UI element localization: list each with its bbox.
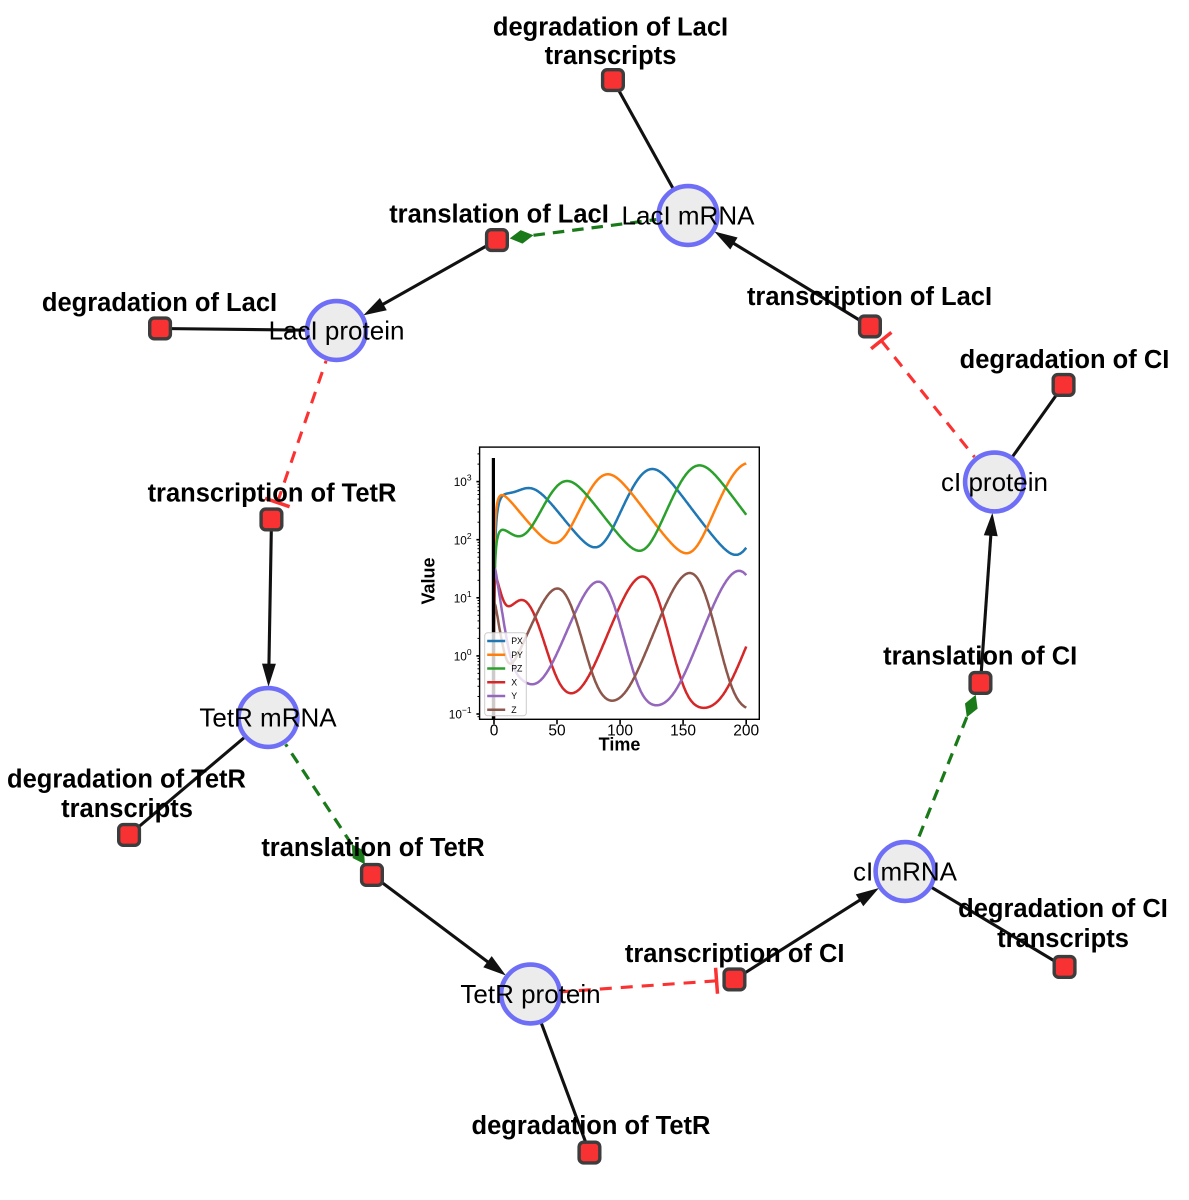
svg-text:transcription of TetR: transcription of TetR (148, 479, 397, 507)
svg-text:transcription of CI: transcription of CI (625, 940, 845, 968)
svg-text:translation of CI: translation of CI (883, 643, 1077, 671)
svg-text:0: 0 (490, 723, 499, 740)
svg-text:translation of TetR: translation of TetR (261, 834, 484, 862)
svg-text:degradation of TetR: degradation of TetR (472, 1112, 711, 1140)
svg-text:Time: Time (599, 735, 641, 755)
svg-text:TetR mRNA: TetR mRNA (199, 703, 337, 733)
svg-text:cI mRNA: cI mRNA (853, 857, 958, 887)
svg-text:LacI protein: LacI protein (269, 316, 405, 346)
svg-text:TetR protein: TetR protein (460, 979, 600, 1009)
svg-text:200: 200 (733, 723, 759, 740)
svg-text:degradation of CI: degradation of CI (958, 895, 1168, 923)
svg-text:Value: Value (419, 557, 439, 604)
svg-text:X: X (511, 677, 517, 687)
svg-text:100: 100 (607, 723, 633, 740)
svg-text:degradation of CI: degradation of CI (960, 346, 1170, 374)
svg-text:Y: Y (511, 691, 517, 701)
svg-text:Z: Z (511, 705, 517, 715)
svg-text:transcripts: transcripts (997, 925, 1129, 953)
svg-text:degradation of LacI: degradation of LacI (493, 13, 728, 41)
svg-text:PZ: PZ (511, 664, 523, 674)
svg-text:PX: PX (511, 636, 523, 646)
svg-text:transcription of LacI: transcription of LacI (747, 283, 992, 311)
svg-text:150: 150 (670, 723, 696, 740)
svg-text:cI protein: cI protein (941, 467, 1048, 497)
svg-text:transcripts: transcripts (545, 42, 677, 70)
svg-text:PY: PY (511, 650, 523, 660)
svg-text:LacI mRNA: LacI mRNA (622, 201, 756, 231)
svg-text:degradation of TetR: degradation of TetR (7, 766, 246, 794)
svg-text:degradation of LacI: degradation of LacI (42, 289, 277, 317)
svg-text:translation of LacI: translation of LacI (389, 200, 609, 228)
svg-text:50: 50 (548, 723, 566, 740)
svg-text:transcripts: transcripts (61, 795, 193, 823)
